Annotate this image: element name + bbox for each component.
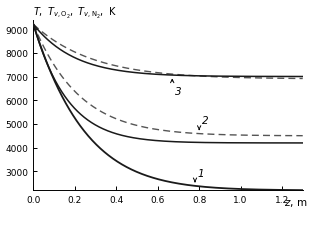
Text: 1: 1 — [198, 168, 205, 178]
Text: $T,\ T_{v,\mathrm{O_2}},\ T_{v,\mathrm{N_2}},\ \mathrm{K}$: $T,\ T_{v,\mathrm{O_2}},\ T_{v,\mathrm{N… — [33, 6, 117, 20]
Text: 3: 3 — [175, 86, 182, 96]
Text: $z$, m: $z$, m — [284, 197, 307, 208]
Text: 2: 2 — [202, 116, 209, 126]
